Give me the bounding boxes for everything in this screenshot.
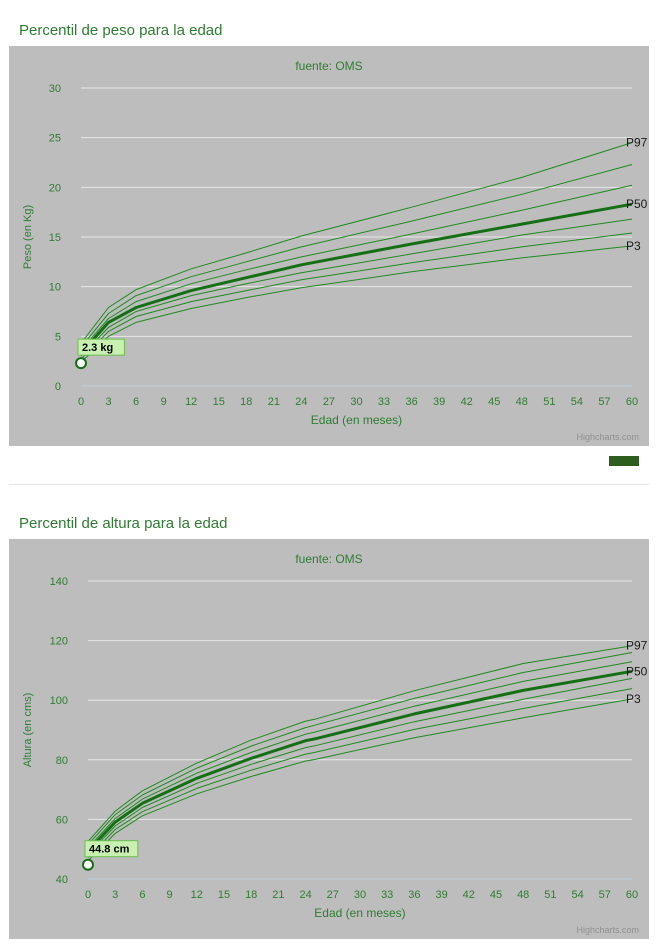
x-tick-label: 15 <box>218 889 230 901</box>
x-tick-label: 24 <box>295 396 307 408</box>
patient-point[interactable] <box>82 858 94 871</box>
x-tick-label: 42 <box>461 396 473 408</box>
series-label-p97: P97 <box>626 639 648 653</box>
x-tick-label: 9 <box>167 889 173 901</box>
percentile-line-p3 <box>80 245 633 363</box>
patient-point-label-box <box>77 338 125 356</box>
x-tick-label: 48 <box>516 396 528 408</box>
y-tick-label: 30 <box>49 83 61 95</box>
series-label-p97: P97 <box>626 136 648 150</box>
y-tick-label: 25 <box>49 133 61 145</box>
percentile-line-band-4 <box>87 661 633 849</box>
series-label-p50: P50 <box>626 197 648 211</box>
chart-subtitle: fuente: OMS <box>295 552 362 566</box>
y-tick-label: 0 <box>55 381 61 393</box>
x-tick-label: 12 <box>185 396 197 408</box>
x-tick-label: 36 <box>408 889 420 901</box>
x-tick-label: 36 <box>405 396 417 408</box>
y-tick-label: 5 <box>55 331 61 343</box>
weight-chart-title: Percentil de peso para la edad <box>19 22 223 39</box>
x-tick-label: 48 <box>517 889 529 901</box>
x-tick-label: 60 <box>626 889 638 901</box>
percentile-line-p50 <box>86 669 633 853</box>
percentile-line-band-2 <box>80 218 633 357</box>
percentile-line-p97 <box>80 142 633 344</box>
x-tick-label: 51 <box>544 889 556 901</box>
x-tick-label: 24 <box>299 889 311 901</box>
y-tick-label: 60 <box>56 814 68 826</box>
x-tick-label: 39 <box>433 396 445 408</box>
x-tick-label: 18 <box>245 889 257 901</box>
x-tick-label: 21 <box>268 396 280 408</box>
x-tick-label: 0 <box>85 889 91 901</box>
highcharts-credit[interactable]: Highcharts.com <box>576 925 639 935</box>
x-tick-label: 0 <box>78 396 84 408</box>
x-tick-label: 54 <box>571 396 583 408</box>
series-label-p3: P3 <box>626 239 641 253</box>
x-tick-label: 57 <box>599 889 611 901</box>
series-label-p50: P50 <box>626 664 648 678</box>
x-tick-label: 54 <box>571 889 583 901</box>
highcharts-credit[interactable]: Highcharts.com <box>576 432 639 442</box>
patient-point[interactable] <box>75 357 87 370</box>
x-tick-label: 12 <box>191 889 203 901</box>
x-tick-label: 3 <box>105 396 111 408</box>
x-tick-label: 42 <box>463 889 475 901</box>
x-tick-label: 27 <box>323 396 335 408</box>
patient-point-label: 44.8 cm <box>89 844 130 856</box>
x-tick-label: 15 <box>213 396 225 408</box>
percentile-line-band-4 <box>80 184 633 351</box>
percentile-line-band-5 <box>80 164 633 348</box>
patient-point-label-box <box>84 840 139 858</box>
y-axis-title: Altura (en cms) <box>22 693 34 768</box>
legend-swatch[interactable] <box>609 456 639 466</box>
percentile-line-band-1 <box>80 232 633 360</box>
section-divider <box>9 484 649 485</box>
x-axis-title: Edad (en meses) <box>314 906 405 920</box>
percentile-line-p97 <box>87 645 633 842</box>
x-axis-title: Edad (en meses) <box>311 413 402 427</box>
x-tick-label: 60 <box>626 396 638 408</box>
percentile-line-p50 <box>79 202 633 355</box>
x-tick-label: 51 <box>543 396 555 408</box>
series-label-p3: P3 <box>626 692 641 706</box>
x-tick-label: 3 <box>112 889 118 901</box>
percentile-line-band-5 <box>87 652 633 846</box>
y-tick-label: 15 <box>49 232 61 244</box>
y-tick-label: 80 <box>56 755 68 767</box>
x-tick-label: 21 <box>272 889 284 901</box>
x-tick-label: 39 <box>435 889 447 901</box>
weight-chart: fuente: OMS 0 5 10 15 20 25 30 0 3 6 9 12 15 18 21 24 27 3… <box>9 46 649 446</box>
y-tick-label: 20 <box>49 182 61 194</box>
chart-subtitle: fuente: OMS <box>295 59 362 73</box>
percentile-line-band-2 <box>87 677 633 855</box>
x-tick-label: 30 <box>354 889 366 901</box>
y-tick-label: 40 <box>56 874 68 886</box>
x-tick-label: 18 <box>240 396 252 408</box>
x-tick-label: 45 <box>488 396 500 408</box>
height-chart: fuente: OMS 40 60 80 100 120 140 0 3 6 9 12 15 18 21 24… <box>9 539 649 939</box>
height-chart-title: Percentil de altura para la edad <box>19 515 228 532</box>
x-tick-label: 33 <box>378 396 390 408</box>
x-tick-label: 6 <box>133 396 139 408</box>
x-tick-label: 30 <box>350 396 362 408</box>
y-tick-label: 120 <box>50 636 68 648</box>
x-tick-label: 45 <box>490 889 502 901</box>
y-axis-title: Peso (en Kg) <box>22 205 34 269</box>
percentile-line-p3 <box>87 698 633 862</box>
x-tick-label: 6 <box>139 889 145 901</box>
patient-point-label: 2.3 kg <box>82 342 113 354</box>
y-tick-label: 140 <box>50 576 68 588</box>
x-tick-label: 27 <box>327 889 339 901</box>
x-tick-label: 9 <box>161 396 167 408</box>
y-tick-label: 100 <box>50 695 68 707</box>
x-tick-label: 33 <box>381 889 393 901</box>
percentile-line-band-1 <box>87 688 633 858</box>
y-tick-label: 10 <box>49 282 61 294</box>
x-tick-label: 57 <box>598 396 610 408</box>
